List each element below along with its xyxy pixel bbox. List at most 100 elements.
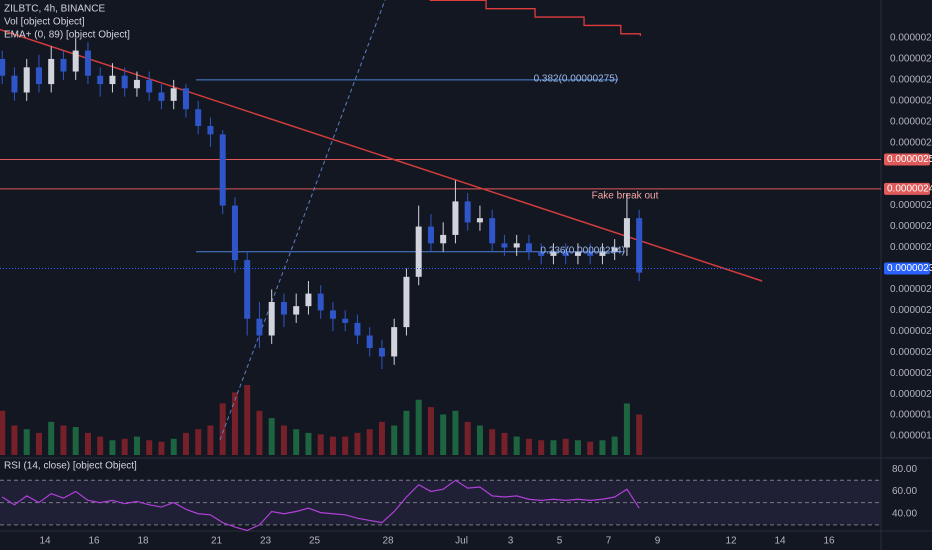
volume-bar	[158, 441, 165, 455]
x-tick-label: 3	[508, 536, 514, 547]
y-tick-label: 0.00000285	[890, 33, 932, 44]
ema-label: EMA+ (0, 89) [object Object]	[4, 30, 130, 41]
x-tick-label: 9	[655, 536, 661, 547]
volume-bar	[97, 436, 104, 455]
volume-bar	[182, 432, 189, 455]
y-tick-label: 0.00000225	[890, 284, 932, 295]
y-tick-label: 0.00000220	[890, 305, 932, 316]
candle-body	[587, 251, 594, 256]
candle-body	[452, 201, 459, 235]
volume-bar	[440, 414, 447, 455]
volume-bar	[109, 440, 116, 455]
x-tick-label: 21	[211, 536, 223, 547]
volume-label: Vol [object Object]	[4, 17, 85, 28]
x-tick-label: 18	[138, 536, 150, 547]
candle-body	[538, 251, 545, 256]
y-tick-label: 0.00000265	[890, 116, 932, 127]
x-tick-label: 5	[557, 536, 563, 547]
x-tick-label: 25	[309, 536, 321, 547]
last-price-tag	[884, 262, 930, 275]
volume-bar	[354, 432, 361, 455]
candle-body	[293, 306, 300, 315]
candle-body	[182, 88, 189, 110]
y-tick-label: 0.00000205	[890, 368, 932, 379]
volume-bar	[489, 429, 496, 455]
candle-body	[562, 251, 569, 256]
volume-bar	[329, 436, 336, 455]
candle-body	[158, 92, 165, 101]
volume-bar	[84, 432, 91, 455]
volume-bar	[587, 441, 594, 455]
y-tick-label: 0.00000235	[890, 242, 932, 253]
y-tick-label: 0.00000260	[890, 137, 932, 148]
y-tick-label: 0.00000200	[890, 389, 932, 400]
candle-body	[550, 251, 557, 256]
candle-body	[427, 226, 434, 244]
volume-bar	[403, 410, 410, 455]
volume-bar	[121, 438, 128, 455]
candle-body	[0, 58, 6, 76]
volume-bar	[501, 432, 508, 455]
fib-label: 0.382(0.00000275)	[534, 74, 619, 85]
chart-title: ZILBTC, 4h, BINANCE	[4, 4, 105, 15]
candle-body	[280, 301, 287, 315]
volume-bar	[538, 440, 545, 455]
volume-bar	[48, 421, 55, 455]
rsi-line	[1, 479, 640, 532]
volume-bar	[268, 418, 275, 455]
x-tick-label: 7	[606, 536, 612, 547]
volume-bar	[0, 410, 6, 455]
volume-bar	[636, 414, 643, 455]
candle-body	[378, 348, 385, 357]
volume-bar	[427, 407, 434, 455]
y-tick-label: 0.00000210	[890, 347, 932, 358]
candle-body	[636, 218, 643, 273]
plot	[0, 0, 881, 532]
candle-body	[464, 201, 471, 223]
candle-body	[146, 79, 153, 93]
volume-bar	[623, 403, 630, 455]
candle-body	[489, 218, 496, 244]
candle-body	[574, 251, 581, 256]
x-tick-label: 12	[725, 536, 737, 547]
y-tick-label: 0.00000270	[890, 95, 932, 106]
candle-body	[329, 310, 336, 319]
candle-body	[366, 335, 373, 349]
volume-bar	[611, 436, 618, 455]
volume-bar	[525, 438, 532, 455]
volume-bar	[342, 436, 349, 455]
candle-body	[109, 75, 116, 85]
volume-bar	[60, 425, 67, 455]
volume-bar	[293, 429, 300, 455]
candle-body	[23, 67, 30, 93]
candle-body	[207, 125, 214, 135]
volume-bar	[305, 432, 312, 455]
volume-bar	[366, 429, 373, 455]
candle-body	[11, 75, 18, 93]
level-label: 0.00000249	[887, 183, 932, 194]
candle-body	[525, 243, 532, 252]
candle-body	[97, 75, 104, 85]
x-tick-label: 23	[260, 536, 272, 547]
x-tick-label: 28	[382, 536, 394, 547]
rsi-tick-label: 60.00	[892, 486, 917, 497]
candle-body	[317, 293, 324, 311]
y-tick-label: 0.00000245	[890, 200, 932, 211]
candle-body	[513, 243, 520, 248]
x-tick-label: 16	[89, 536, 101, 547]
candle-body	[133, 79, 140, 89]
volume-bar	[244, 385, 251, 455]
level-label: 0.00000256	[887, 154, 932, 165]
level-tag	[884, 182, 930, 195]
volume-bar	[256, 410, 263, 455]
volume-bar	[231, 392, 238, 455]
volume-bar	[133, 436, 140, 455]
y-tick-label: 0.00000190	[890, 431, 932, 442]
volume-bar	[599, 440, 606, 455]
volume-bar	[391, 425, 398, 455]
candle-body	[60, 58, 67, 72]
volume-bar	[207, 425, 214, 455]
x-tick-label: 16	[823, 536, 835, 547]
